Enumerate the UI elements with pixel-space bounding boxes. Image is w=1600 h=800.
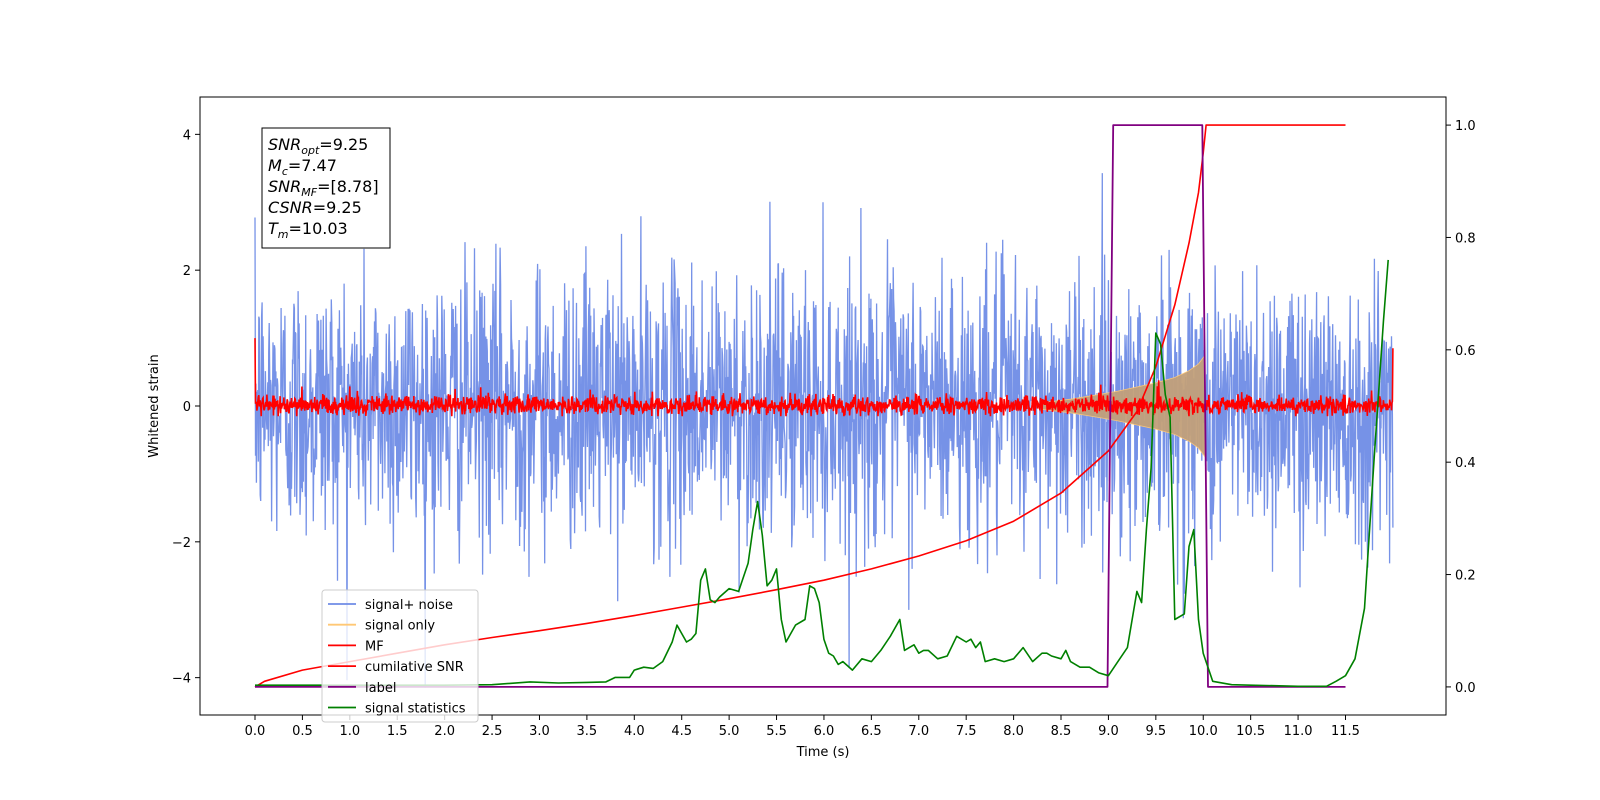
x-tick-label: 0.0 (245, 724, 266, 739)
info-tm: Tm=10.03 (268, 219, 348, 241)
x-tick-label: 10.0 (1189, 724, 1218, 739)
x-axis-label: Time (s) (796, 745, 850, 760)
legend-label: signal+ noise (365, 598, 453, 613)
y-left-tick-label: 4 (183, 128, 191, 143)
x-tick-label: 10.5 (1236, 724, 1265, 739)
legend-label: label (365, 681, 396, 696)
legend-label: MF (365, 639, 384, 654)
series-signal-noise (254, 173, 1394, 688)
y-axis-right: 0.0 0.2 0.4 0.6 0.8 1.0 (1446, 119, 1476, 696)
series-mf (254, 338, 1394, 417)
x-tick-label: 2.0 (434, 724, 455, 739)
legend-label: signal statistics (365, 702, 466, 717)
series-signal-statistics (255, 259, 1389, 688)
y-axis-label: Whitened strain (147, 354, 162, 457)
series-label (255, 124, 1346, 688)
x-tick-label: 7.5 (956, 724, 977, 739)
y-right-tick-label: 0.2 (1455, 569, 1476, 584)
x-tick-label: 6.0 (814, 724, 835, 739)
x-tick-label: 6.5 (861, 724, 882, 739)
x-axis: 0.0 0.5 1.0 1.5 2.0 2.5 3.0 3.5 4.0 4.5 5.0 5.5 6.0 6… (245, 715, 1360, 739)
y-right-tick-label: 0.8 (1455, 231, 1476, 246)
x-tick-label: 11.5 (1331, 724, 1360, 739)
x-tick-label: 1.0 (339, 724, 360, 739)
x-tick-label: 4.5 (671, 724, 692, 739)
legend-label: cumilative SNR (365, 660, 464, 675)
y-right-tick-label: 0.0 (1455, 681, 1476, 696)
y-left-tick-label: −4 (172, 672, 191, 687)
info-snr-opt: SNRopt=9.25 (268, 135, 368, 157)
info-csnr: CSNR=9.25 (268, 198, 362, 217)
y-right-tick-label: 1.0 (1455, 119, 1476, 134)
info-box-frame (261, 127, 391, 249)
info-mc: Mc=7.47 (268, 156, 337, 178)
x-tick-label: 8.5 (1051, 724, 1072, 739)
x-tick-label: 0.5 (292, 724, 313, 739)
x-tick-label: 3.0 (529, 724, 550, 739)
legend: signal+ noise signal only MF cumilative SNR… (321, 589, 479, 723)
x-tick-label: 1.5 (387, 724, 408, 739)
y-left-tick-label: 2 (183, 264, 191, 279)
x-tick-label: 9.5 (1145, 724, 1166, 739)
legend-frame (321, 589, 479, 723)
x-tick-label: 9.0 (1098, 724, 1119, 739)
x-tick-label: 5.0 (719, 724, 740, 739)
legend-label: signal only (365, 619, 435, 634)
y-right-tick-label: 0.4 (1455, 456, 1476, 471)
x-tick-label: 3.5 (577, 724, 598, 739)
info-snr-mf: SNRMF=[8.78] (268, 177, 379, 199)
x-tick-label: 11.0 (1284, 724, 1313, 739)
x-tick-label: 7.0 (908, 724, 929, 739)
x-tick-label: 5.5 (766, 724, 787, 739)
y-left-tick-label: −2 (172, 536, 191, 551)
y-right-tick-label: 0.6 (1455, 344, 1476, 359)
y-left-tick-label: 0 (183, 400, 191, 415)
x-tick-label: 4.0 (624, 724, 645, 739)
x-tick-label: 8.0 (1003, 724, 1024, 739)
y-axis-left: −4 −2 0 2 4 (172, 128, 200, 687)
x-tick-label: 2.5 (482, 724, 503, 739)
